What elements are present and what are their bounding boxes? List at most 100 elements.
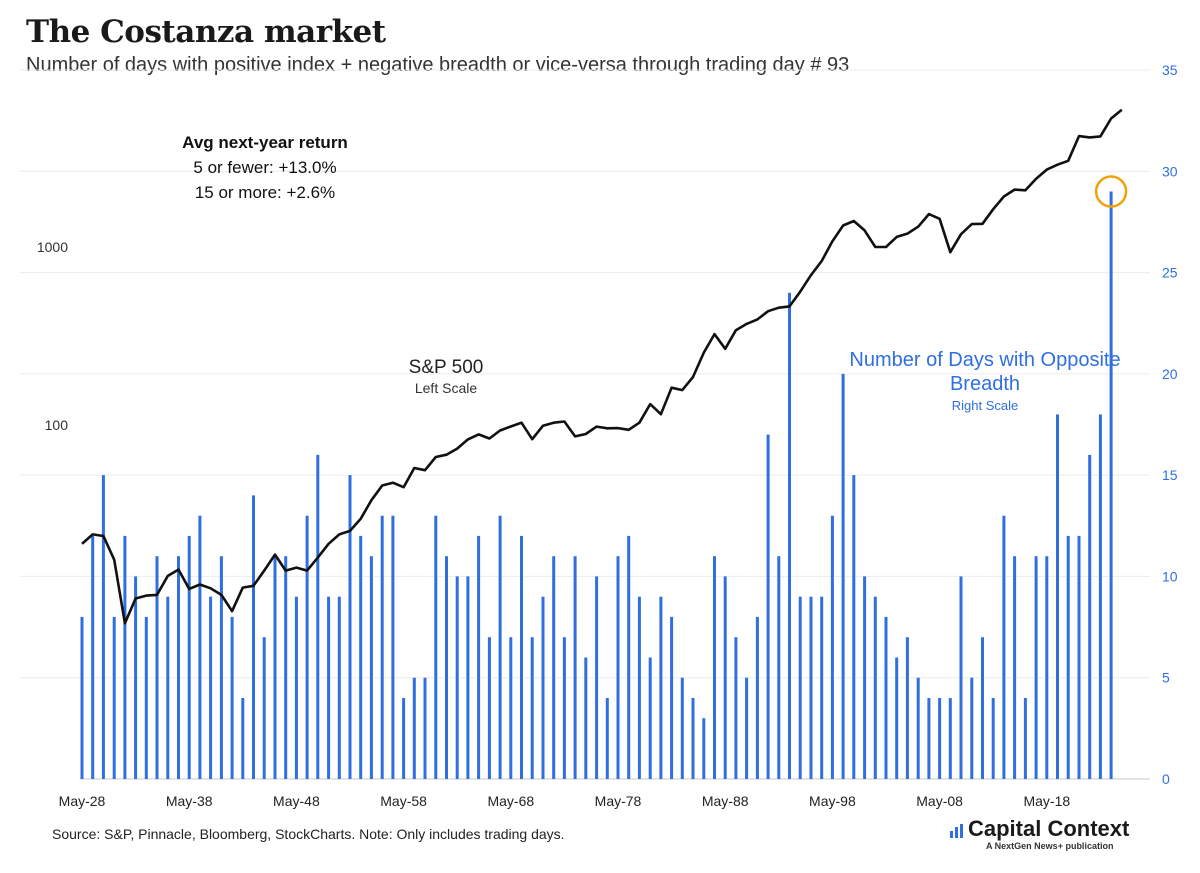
bar-2015	[1013, 556, 1017, 779]
left-tick-100: 100	[45, 417, 69, 433]
bar-2019	[1056, 414, 1059, 779]
bar-1959	[412, 677, 416, 779]
bar-1978	[616, 556, 620, 779]
bar-2011	[970, 677, 974, 779]
left-axis: 100 1000	[37, 239, 68, 433]
right-tick-25: 25	[1162, 265, 1178, 281]
sp500-series-label: S&P 500 Left Scale	[366, 357, 526, 396]
bar-2023	[1098, 414, 1102, 779]
breadth-label-sub: Right Scale	[951, 398, 1019, 413]
bar-1948	[294, 596, 298, 779]
bar-1937	[177, 556, 180, 779]
breadth-series-label: Number of Days with Opposite Breadth Rig…	[840, 348, 1130, 413]
bar-2006	[916, 677, 920, 779]
sp500-line	[81, 108, 1123, 625]
bar-2016	[1023, 698, 1027, 779]
bar-1988	[723, 576, 727, 779]
bar-2009	[948, 698, 952, 779]
bar-1976	[595, 576, 599, 779]
x-tick-May-98: May-98	[809, 793, 856, 809]
x-tick-May-18: May-18	[1023, 793, 1070, 809]
bar-1941	[219, 556, 223, 779]
bar-1967	[498, 515, 502, 779]
bar-2000	[852, 475, 856, 779]
bar-1932	[123, 535, 127, 779]
bar-2012	[981, 637, 984, 779]
bar-1936	[166, 596, 170, 779]
bar-1928	[80, 616, 84, 779]
bar-1963	[455, 576, 459, 779]
bar-1960	[423, 677, 427, 779]
bar-1972	[552, 556, 556, 779]
brand-name: Capital Context	[968, 816, 1130, 841]
bar-1986	[702, 718, 706, 779]
bar-2007	[927, 698, 931, 779]
bar-1968	[509, 637, 513, 779]
bar-1996	[809, 596, 813, 779]
bar-1997	[820, 596, 824, 779]
right-tick-35: 35	[1162, 62, 1178, 78]
bar-1944	[252, 495, 255, 779]
bar-1989	[734, 637, 738, 779]
bar-2004	[895, 657, 899, 779]
bar-1943	[241, 698, 245, 779]
bar-2008	[938, 698, 942, 779]
bar-1984	[680, 677, 684, 779]
right-tick-5: 5	[1162, 670, 1170, 686]
bar-1956	[380, 515, 384, 779]
left-tick-1000: 1000	[37, 239, 68, 255]
bar-1979	[627, 535, 631, 779]
right-tick-30: 30	[1162, 163, 1178, 179]
bar-1987	[713, 556, 716, 779]
bar-1970	[530, 637, 534, 779]
highlight-layer	[1094, 175, 1128, 208]
bar-1929	[91, 535, 95, 779]
bar-1992	[766, 434, 770, 779]
bar-1977	[605, 698, 609, 779]
bar-2001	[863, 576, 867, 779]
sp500-line-layer	[81, 108, 1123, 625]
bar-1999	[841, 373, 845, 779]
x-tick-May-48: May-48	[273, 793, 320, 809]
bar-chart-icon	[950, 824, 963, 838]
bar-2010	[959, 576, 963, 779]
bar-1973	[562, 637, 566, 779]
bar-1969	[520, 535, 523, 779]
bar-1995	[798, 596, 802, 779]
x-tick-May-28: May-28	[59, 793, 106, 809]
x-tick-May-38: May-38	[166, 793, 213, 809]
annotation-high: 15 or more: +2.6%	[194, 183, 336, 202]
bar-1946	[273, 556, 277, 779]
bar-1981	[648, 657, 652, 779]
bar-1930	[101, 475, 105, 779]
right-axis: 0 5 10 15 20 25 30 35	[1162, 62, 1178, 787]
x-tick-May-08: May-08	[916, 793, 963, 809]
bar-1931	[112, 616, 116, 779]
sp500-label-main: S&P 500	[408, 357, 484, 378]
bar-1990	[745, 677, 749, 779]
bar-2014	[1002, 515, 1006, 779]
bar-1957	[391, 515, 395, 779]
bar-2020	[1066, 535, 1070, 779]
bar-2002	[873, 596, 877, 779]
x-tick-May-68: May-68	[487, 793, 534, 809]
bar-1985	[691, 698, 695, 779]
bar-1953	[348, 475, 352, 779]
bar-1983	[670, 616, 674, 779]
annotation-low: 5 or fewer: +13.0%	[193, 158, 337, 177]
bar-2018	[1045, 556, 1049, 779]
breadth-bars	[80, 191, 1113, 779]
x-tick-May-88: May-88	[702, 793, 749, 809]
bar-1974	[573, 556, 577, 779]
bar-1952	[337, 596, 341, 779]
bar-1971	[541, 596, 545, 779]
bar-1934	[144, 616, 148, 779]
bar-1962	[445, 556, 448, 779]
x-axis: May-28 May-38 May-48 May-58 May-68 May-78 May-…	[59, 793, 1071, 809]
bar-2024	[1109, 191, 1113, 779]
bar-1998	[830, 515, 834, 779]
breadth-label-main: Number of Days with Opposite Breadth	[849, 349, 1121, 395]
chart-title: The Costanza market	[26, 14, 386, 50]
bar-1951	[327, 596, 331, 779]
